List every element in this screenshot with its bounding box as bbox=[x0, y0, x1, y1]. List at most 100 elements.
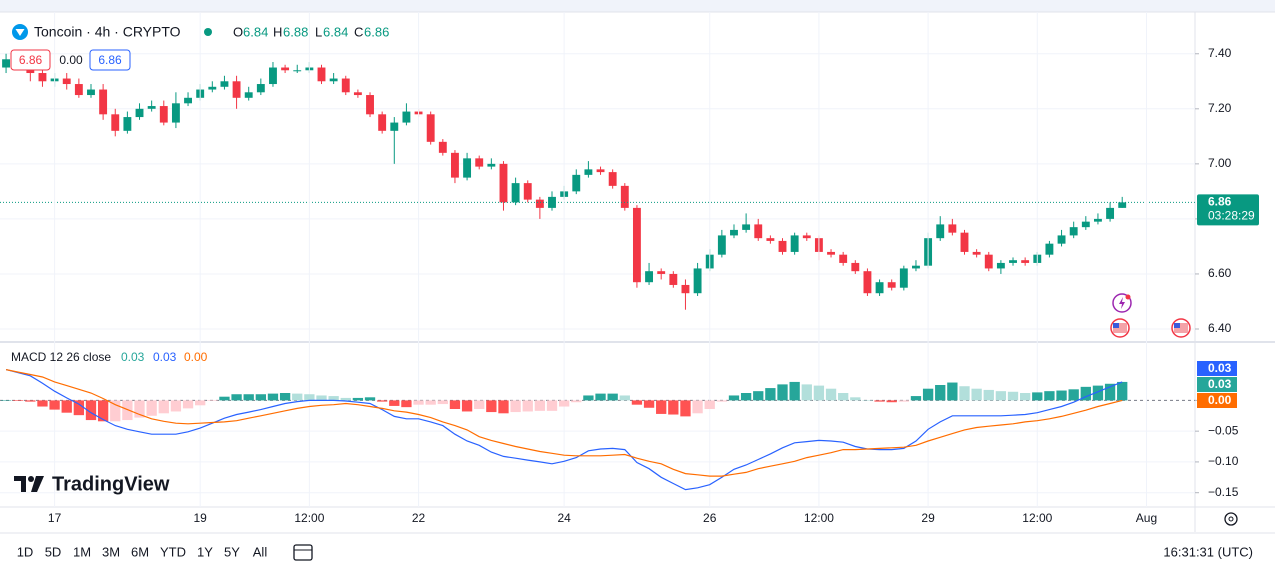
histogram-bar bbox=[49, 400, 60, 410]
candle-body bbox=[1057, 235, 1066, 244]
histogram-bar bbox=[340, 397, 351, 401]
histogram-bar bbox=[0, 400, 12, 401]
timeframe-button[interactable]: YTD bbox=[160, 544, 186, 559]
candle-body bbox=[184, 97, 192, 104]
histogram-bar bbox=[37, 400, 48, 407]
legend-histogram: 0.03 bbox=[121, 350, 145, 364]
histogram-bar bbox=[304, 394, 315, 401]
candle-body bbox=[499, 163, 508, 203]
flag-icon-glyph bbox=[1113, 323, 1127, 333]
candle-body bbox=[378, 114, 387, 131]
timeframe-button[interactable]: 1D bbox=[17, 544, 34, 559]
histogram-bar bbox=[631, 400, 643, 405]
histogram-bar bbox=[595, 393, 606, 401]
histogram-bar bbox=[1019, 393, 1031, 401]
histogram-bar bbox=[1007, 391, 1019, 401]
candle-body bbox=[1118, 202, 1127, 208]
top-toolbar bbox=[0, 0, 1275, 12]
histogram-bar bbox=[413, 400, 424, 405]
histogram-bar bbox=[838, 393, 849, 401]
histogram-bar bbox=[922, 388, 934, 401]
value-tag-label: 0.03 bbox=[1208, 361, 1232, 375]
histogram-bar bbox=[170, 400, 182, 412]
candle-body bbox=[632, 207, 641, 283]
histogram-bar bbox=[947, 382, 958, 401]
candle-body bbox=[596, 169, 605, 173]
candle-body bbox=[451, 152, 459, 178]
indicator-line bbox=[5, 369, 1123, 491]
histogram-bar bbox=[777, 384, 788, 401]
candle-body bbox=[827, 251, 835, 255]
candle-body bbox=[754, 224, 763, 239]
histogram-bar bbox=[328, 396, 339, 401]
candle-body bbox=[972, 251, 981, 255]
candle-body bbox=[38, 73, 47, 82]
candle-body bbox=[778, 240, 787, 252]
ask-box[interactable] bbox=[89, 49, 131, 71]
logo-mark bbox=[28, 476, 34, 482]
spread: 0.00 bbox=[59, 53, 83, 67]
histogram-bar bbox=[583, 395, 594, 401]
timeframe-button[interactable]: 5Y bbox=[224, 544, 240, 559]
histogram-bar bbox=[692, 400, 703, 414]
indicator-line bbox=[5, 369, 1123, 477]
histogram-bar bbox=[898, 400, 909, 402]
candle-body bbox=[511, 183, 520, 203]
candle-body bbox=[1045, 243, 1054, 255]
histogram-bar bbox=[219, 396, 230, 401]
candle-body bbox=[535, 199, 544, 208]
candle-body bbox=[232, 81, 241, 98]
candle-body bbox=[159, 106, 168, 123]
y-tick-label: 6.40 bbox=[1208, 321, 1232, 335]
histogram-bar bbox=[801, 384, 812, 401]
histogram-bar bbox=[61, 400, 72, 413]
timeframe-button[interactable]: 1M bbox=[73, 544, 91, 559]
bid-box[interactable] bbox=[10, 49, 51, 71]
histogram-bar bbox=[886, 400, 897, 403]
candle-body bbox=[317, 67, 326, 82]
candle-body bbox=[802, 235, 811, 239]
histogram-bar bbox=[850, 397, 861, 401]
histogram-bar bbox=[765, 388, 776, 401]
histogram-bar bbox=[546, 400, 558, 411]
x-tick-label: 12:00 bbox=[1022, 511, 1052, 525]
candle-body bbox=[790, 235, 799, 252]
candle-body bbox=[620, 185, 629, 208]
candle-body bbox=[341, 78, 350, 93]
candle-body bbox=[742, 224, 751, 230]
candle-body bbox=[657, 271, 666, 274]
histogram-bar bbox=[789, 381, 800, 401]
candle-body bbox=[960, 232, 969, 252]
histogram-bar bbox=[195, 400, 206, 406]
ohlc-value: 6.88 bbox=[283, 24, 308, 39]
symbol-icon-glyph bbox=[15, 29, 25, 36]
ask-price: 6.86 bbox=[98, 53, 122, 67]
date-range-icon[interactable] bbox=[293, 544, 313, 561]
candle-body bbox=[208, 86, 217, 90]
y-tick-label: 7.20 bbox=[1208, 101, 1232, 115]
candle-body bbox=[669, 273, 678, 285]
settings-icon-core bbox=[1228, 516, 1234, 522]
candle-body bbox=[135, 108, 144, 118]
ohlc-value: 6.86 bbox=[364, 24, 389, 39]
x-tick-label: 12:00 bbox=[804, 511, 834, 525]
legend-macd: 0.03 bbox=[153, 350, 177, 364]
timeframe-button[interactable]: 6M bbox=[131, 544, 149, 559]
value-tag-label: 0.03 bbox=[1208, 377, 1232, 391]
timeframe-button[interactable]: 3M bbox=[102, 544, 120, 559]
clock[interactable]: 16:31:31 (UTC) bbox=[1163, 544, 1253, 559]
candle-body bbox=[62, 78, 71, 85]
histogram-bar bbox=[377, 400, 388, 402]
histogram-bar bbox=[534, 400, 546, 411]
histogram-bar bbox=[656, 400, 667, 414]
timeframe-button[interactable]: 5D bbox=[45, 544, 62, 559]
histogram-bar bbox=[728, 395, 740, 401]
flag-icon-glyph bbox=[1113, 323, 1119, 328]
timeframe-button[interactable]: All bbox=[253, 544, 268, 559]
candle-body bbox=[1106, 207, 1115, 219]
histogram-bar bbox=[753, 391, 764, 401]
settings-icon[interactable] bbox=[1224, 512, 1238, 526]
ohlc-letter: C bbox=[354, 24, 363, 39]
timeframe-button[interactable]: 1Y bbox=[197, 544, 213, 559]
y-tick-label: −0.05 bbox=[1208, 423, 1239, 437]
